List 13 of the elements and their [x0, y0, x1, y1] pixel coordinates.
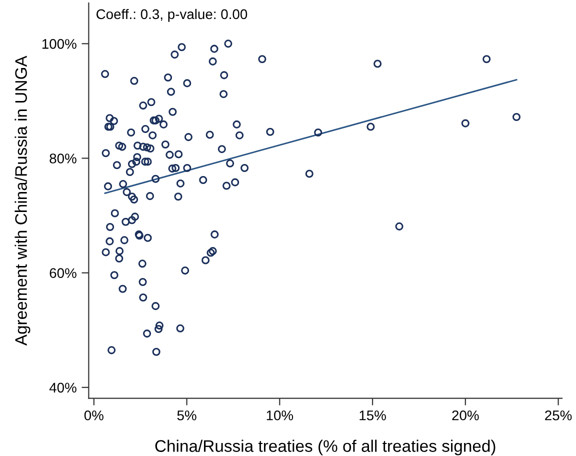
x-tick-label: 10% — [266, 410, 294, 420]
y-axis-title: Agreement with China/Russia in UNGA — [14, 56, 30, 346]
y-tick-label: 100% — [42, 39, 76, 49]
y-tick-label: 40% — [49, 382, 76, 393]
y-tick-label: 80% — [50, 154, 76, 164]
x-axis-title: China/Russia treaties (% of all treaties signed) — [155, 440, 496, 456]
y-tick-label: 60% — [50, 268, 76, 278]
x-tick-label: 15% — [360, 410, 386, 420]
x-tick-label: 0% — [84, 410, 104, 420]
x-tick-label: 5% — [177, 410, 196, 420]
x-tick-label: 25% — [545, 410, 572, 420]
x-tick-label: 20% — [452, 410, 479, 420]
annotation: Coeff.: 0.3, p-value: 0.00 — [96, 8, 248, 22]
